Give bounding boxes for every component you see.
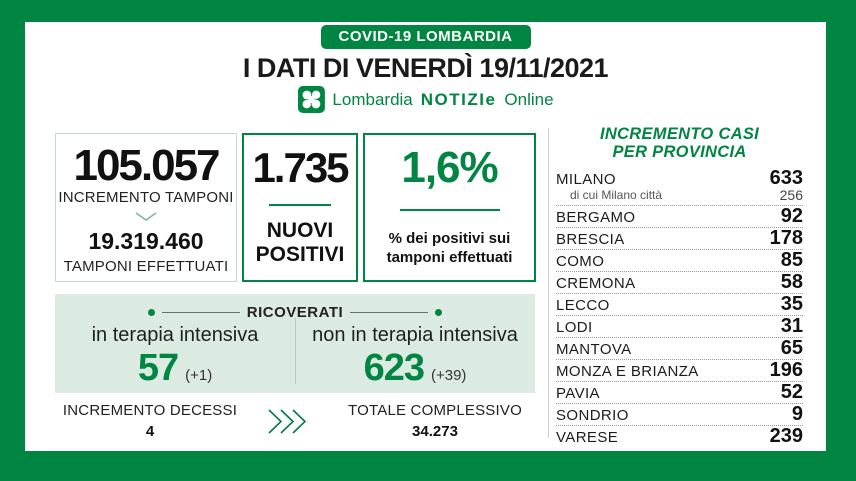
province-row: LECCO 35 <box>556 294 803 316</box>
logo-brand-text: NOTIZIe <box>420 89 497 109</box>
stats-row: 105.057 INCREMENTO TAMPONI 19.319.460 TA… <box>55 133 536 282</box>
province-name: PAVIA <box>556 385 600 402</box>
percent-positivi-label: % dei positivi sui tamponi effettuati <box>386 230 513 266</box>
totale-block: TOTALE COMPLESSIVO 34.273 <box>335 402 535 440</box>
ricoverati-panel: RICOVERATI in terapia intensiva 57 (+1) … <box>55 294 535 393</box>
province-row: MONZA E BRIANZA 196 <box>556 360 803 382</box>
bullet-dot-icon <box>435 309 443 316</box>
province-value: 92 <box>780 205 803 227</box>
province-name: MANTOVA <box>556 341 632 358</box>
terapia-intensiva-value: 57 <box>137 347 179 389</box>
province-name: BRESCIA <box>556 231 625 248</box>
terapia-intensiva-delta: (+1) <box>185 367 213 384</box>
province-row: BRESCIA 178 <box>556 228 803 250</box>
triple-chevron-icon <box>268 408 307 434</box>
nuovi-positivi-box: 1.735 NUOVI POSITIVI <box>242 133 358 282</box>
province-title: INCREMENTO CASI PER PROVINCIA <box>556 125 803 161</box>
percent-positivi-box: 1,6% % dei positivi sui tamponi effettua… <box>363 133 536 282</box>
nuovi-positivi-value: 1.735 <box>252 144 349 191</box>
province-value: 85 <box>780 249 803 271</box>
province-value: 31 <box>780 315 803 337</box>
logo-region-text: Lombardia <box>332 89 413 109</box>
province-name: MILANO <box>556 171 616 188</box>
province-title-line1: INCREMENTO CASI <box>599 125 760 143</box>
ricoverati-columns: in terapia intensiva 57 (+1) non in tera… <box>55 324 535 388</box>
province-value: 9 <box>791 403 803 425</box>
province-value: 58 <box>780 271 803 293</box>
decessi-label: INCREMENTO DECESSI <box>62 402 238 419</box>
infographic-content: COVID-19 LOMBARDIA I DATI DI VENERDÌ 19/… <box>25 22 826 451</box>
province-panel: INCREMENTO CASI PER PROVINCIA MILANO 633… <box>556 125 803 447</box>
green-divider <box>269 204 331 206</box>
province-row: MANTOVA 65 <box>556 338 803 360</box>
province-value: 35 <box>780 293 803 315</box>
terapia-intensiva-label: in terapia intensiva <box>91 324 259 346</box>
province-value: 65 <box>780 337 803 359</box>
vertical-divider <box>548 128 549 438</box>
totale-value: 34.273 <box>412 423 458 440</box>
province-row: SONDRIO 9 <box>556 404 803 426</box>
province-name: LECCO <box>556 297 610 314</box>
ricoverati-title: RICOVERATI <box>246 304 344 321</box>
decessi-value: 4 <box>145 423 155 440</box>
province-value: 52 <box>780 381 803 403</box>
page-title: I DATI DI VENERDÌ 19/11/2021 <box>242 53 609 83</box>
province-row: PAVIA 52 <box>556 382 803 404</box>
province-title-line2: PER PROVINCIA <box>612 143 747 161</box>
bullet-dot-icon <box>147 309 155 316</box>
logo-suffix-text: Online <box>504 89 554 109</box>
province-value: 633 <box>769 167 803 189</box>
tamponi-effettuati-label: TAMPONI EFFETTUATI <box>63 258 229 275</box>
province-value: 196 <box>769 359 803 381</box>
incremento-tamponi-label: INCREMENTO TAMPONI <box>58 189 234 206</box>
tamponi-effettuati-value: 19.319.460 <box>88 228 204 254</box>
province-name: COMO <box>556 253 605 270</box>
totale-label: TOTALE COMPLESSIVO <box>348 402 522 419</box>
province-name: SONDRIO <box>556 407 629 424</box>
horizontal-rule <box>350 312 429 313</box>
province-row: BERGAMO 92 <box>556 206 803 228</box>
percent-positivi-value: 1,6% <box>401 143 498 192</box>
tamponi-box: 105.057 INCREMENTO TAMPONI 19.319.460 TA… <box>55 133 237 282</box>
horizontal-rule <box>161 312 240 313</box>
province-value: 239 <box>769 425 803 447</box>
chevron-down-icon <box>135 212 157 221</box>
terapia-intensiva-block: in terapia intensiva 57 (+1) <box>55 324 295 388</box>
ricoverati-title-row: RICOVERATI <box>55 294 535 321</box>
bottom-row: INCREMENTO DECESSI 4 TOTALE COMPLESSIVO … <box>55 402 535 440</box>
incremento-tamponi-value: 105.057 <box>73 141 220 190</box>
province-row: MILANO 633 di cui Milano città 256 <box>556 168 803 206</box>
province-row: LODI 31 <box>556 316 803 338</box>
province-name: BERGAMO <box>556 209 636 226</box>
non-terapia-intensiva-delta: (+39) <box>430 367 467 384</box>
province-row: CREMONA 58 <box>556 272 803 294</box>
province-name: LODI <box>556 319 593 336</box>
decessi-block: INCREMENTO DECESSI 4 <box>55 402 245 440</box>
province-row: VARESE 239 <box>556 426 803 447</box>
lombardia-notizie-logo: Lombardia NOTIZIe Online <box>297 86 554 113</box>
rosa-camuna-icon <box>297 86 325 113</box>
province-list: MILANO 633 di cui Milano città 256 BERGA… <box>556 168 803 447</box>
province-subname: di cui Milano città <box>570 188 663 202</box>
province-name: MONZA E BRIANZA <box>556 363 699 380</box>
province-value: 178 <box>769 227 803 249</box>
nuovi-positivi-label: NUOVI POSITIVI <box>255 219 345 266</box>
covid-lombardia-badge: COVID-19 LOMBARDIA <box>320 25 531 49</box>
green-divider <box>399 209 500 211</box>
non-terapia-intensiva-value: 623 <box>363 347 425 389</box>
non-terapia-intensiva-label: non in terapia intensiva <box>312 324 518 346</box>
province-row: COMO 85 <box>556 250 803 272</box>
province-subvalue: 256 <box>779 187 803 203</box>
column-divider <box>295 318 296 384</box>
province-name: VARESE <box>556 429 619 446</box>
province-name: CREMONA <box>556 275 636 292</box>
non-terapia-intensiva-block: non in terapia intensiva 623 (+39) <box>295 324 535 388</box>
